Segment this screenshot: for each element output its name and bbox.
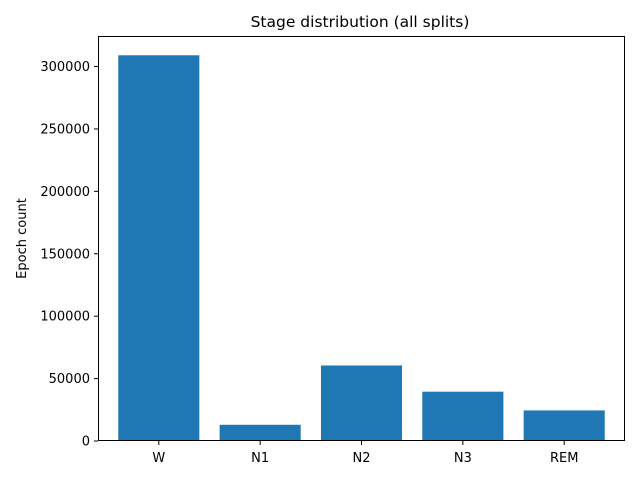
bar-n1 (219, 424, 301, 441)
x-axis-ticks: W N1 N2 N3 REM (152, 441, 578, 466)
x-tick-label: REM (550, 451, 578, 466)
bar-w (118, 55, 200, 442)
x-tick-label: W (152, 451, 165, 466)
bar-n3 (422, 391, 504, 441)
bars-group (118, 55, 605, 442)
x-tick-label: N1 (251, 451, 269, 466)
plot-frame (98, 36, 625, 441)
y-tick-label: 200000 (40, 185, 90, 200)
chart-title: Stage distribution (all splits) (251, 13, 470, 31)
y-axis-ticks: 0 50000 100000 150000 200000 250000 300000 (40, 60, 98, 450)
y-tick-label: 250000 (40, 122, 90, 137)
x-tick-label: N2 (353, 451, 371, 466)
y-tick-label: 0 (82, 435, 90, 450)
x-tick-label: N3 (454, 451, 472, 466)
y-tick-label: 100000 (40, 310, 90, 325)
y-axis-label: Epoch count (15, 198, 30, 279)
y-tick-label: 50000 (49, 372, 90, 387)
y-tick-label: 150000 (40, 247, 90, 262)
y-tick-label: 300000 (40, 60, 90, 75)
bar-n2 (320, 365, 403, 441)
bar-rem (523, 410, 605, 441)
